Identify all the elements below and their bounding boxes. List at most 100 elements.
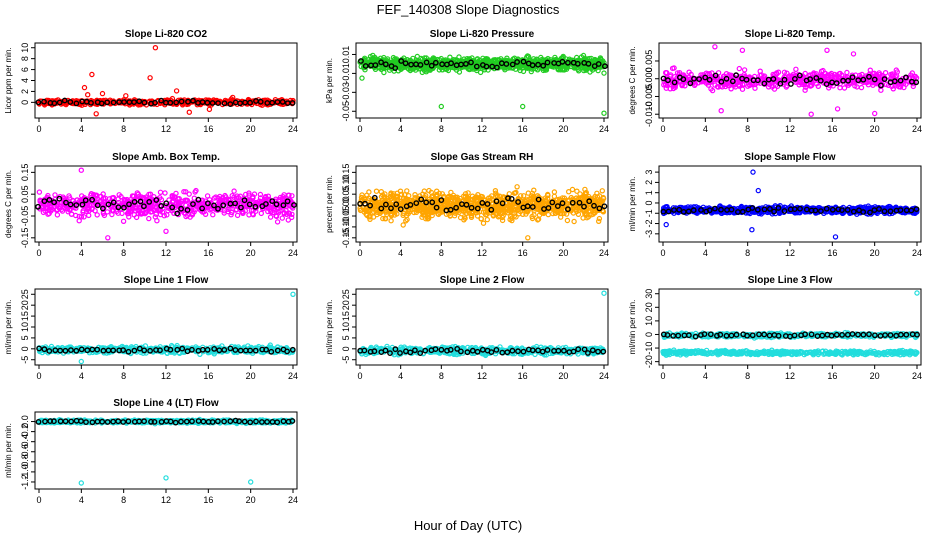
x-tick-label: 12 — [477, 248, 487, 258]
x-tick-label: 24 — [288, 371, 298, 381]
reference-point — [158, 202, 165, 209]
data-point — [285, 217, 291, 223]
y-tick-label: -0.15 — [20, 228, 30, 249]
data-point — [736, 65, 743, 72]
data-point — [290, 97, 296, 104]
x-tick-label: 0 — [36, 124, 41, 134]
data-point — [844, 69, 850, 76]
y-tick-label: -0.03 — [341, 82, 351, 103]
figure-title: FEF_140308 Slope Diagnostics — [376, 2, 560, 17]
y-tick-label: -0.05 — [341, 101, 351, 122]
data-point — [179, 102, 186, 108]
reference-point — [158, 97, 165, 104]
reference-point — [221, 100, 228, 107]
data-point — [461, 61, 467, 67]
reference-point — [357, 200, 363, 207]
outlier-point — [750, 169, 756, 175]
data-point — [94, 212, 100, 218]
data-point — [574, 188, 580, 194]
x-tick-label: 20 — [246, 371, 256, 381]
y-tick-label: 0 — [20, 346, 30, 351]
reference-point — [136, 98, 143, 105]
reference-point — [67, 99, 74, 105]
reference-point — [237, 100, 244, 107]
data-point — [448, 189, 454, 196]
data-point — [210, 211, 216, 218]
outlier-point — [712, 44, 718, 50]
data-point — [279, 215, 285, 221]
data-point — [601, 70, 607, 76]
outlier-point — [163, 228, 169, 234]
reference-point — [56, 99, 63, 106]
x-tick-label: 16 — [518, 248, 528, 258]
data-point — [54, 212, 61, 218]
x-tick-label: 16 — [203, 248, 213, 258]
reference-point — [152, 99, 158, 106]
x-tick-label: 16 — [203, 371, 213, 381]
x-tick-label: 20 — [870, 248, 880, 258]
outlier-point — [438, 103, 444, 110]
reference-point — [247, 99, 254, 106]
data-point — [571, 218, 577, 225]
outlier-point — [832, 234, 839, 240]
x-tick-label: 12 — [161, 371, 171, 381]
y-tick-label: 0 — [20, 100, 30, 105]
data-point — [520, 68, 527, 75]
x-tick-label: 24 — [912, 248, 922, 258]
x-tick-label: 24 — [288, 124, 298, 134]
x-tick-label: 20 — [870, 124, 880, 134]
y-axis-label: kPa per min. — [325, 58, 334, 103]
outlier-point — [824, 47, 830, 54]
reference-point — [153, 197, 160, 203]
x-tick-label: 16 — [203, 124, 213, 134]
reference-point — [227, 101, 234, 108]
x-tick-label: 4 — [79, 124, 84, 134]
x-tick-label: 20 — [246, 124, 256, 134]
data-point — [274, 219, 281, 225]
y-tick-label: 0 — [644, 200, 654, 205]
x-tick-label: 0 — [357, 124, 362, 134]
data-point — [383, 58, 389, 65]
outlier-point — [186, 109, 192, 115]
data-point — [410, 55, 416, 62]
y-tick-label: 2 — [20, 89, 30, 94]
x-tick-label: 20 — [558, 124, 568, 134]
outlier-point — [520, 103, 526, 110]
panel-title: Slope Sample Flow — [744, 152, 835, 163]
data-point — [204, 97, 210, 104]
outlier-point — [152, 45, 159, 51]
reference-point — [209, 100, 216, 106]
y-tick-label: 0.15 — [20, 164, 30, 182]
y-tick-label: 10 — [20, 322, 30, 332]
y-tick-label: 10 — [20, 43, 30, 53]
data-point — [484, 216, 490, 223]
data-point — [167, 97, 174, 103]
data-point — [858, 84, 865, 91]
reference-point — [73, 100, 80, 107]
data-point — [234, 212, 241, 219]
data-point — [154, 217, 160, 224]
x-tick-label: 4 — [703, 248, 708, 258]
y-tick-label: 15 — [20, 311, 30, 321]
outlier-point — [872, 110, 878, 117]
x-tick-label: 24 — [912, 124, 922, 134]
y-tick-label: 20 — [20, 300, 30, 310]
reference-point — [35, 99, 42, 106]
reference-point — [257, 98, 264, 105]
reference-point — [61, 97, 68, 104]
outlier-point — [173, 88, 180, 94]
reference-point — [362, 200, 368, 207]
y-tick-label: 25 — [20, 289, 30, 299]
reference-point — [104, 99, 111, 106]
reference-point — [131, 99, 138, 106]
reference-point — [289, 100, 296, 106]
reference-point — [190, 97, 196, 104]
outlier-point — [105, 235, 111, 241]
x-tick-label: 8 — [745, 124, 750, 134]
data-point — [210, 97, 217, 104]
reference-point — [35, 203, 41, 210]
reference-point — [220, 202, 227, 209]
data-point — [157, 189, 164, 195]
x-tick-label: 24 — [599, 248, 609, 258]
reference-point — [178, 98, 185, 105]
